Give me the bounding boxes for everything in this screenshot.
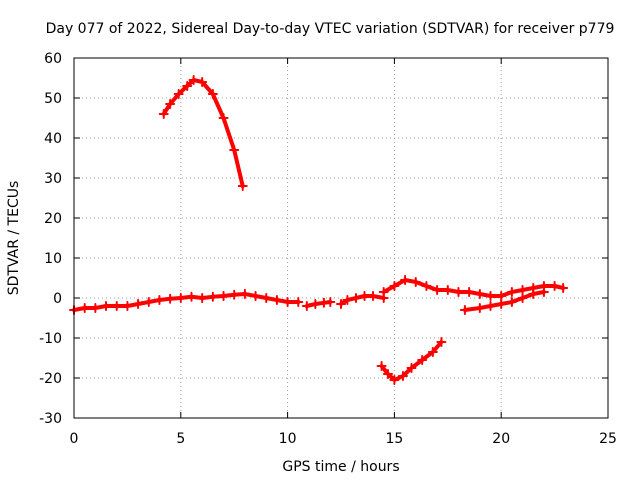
data-point (342, 295, 353, 305)
x-tick-label: 15 (385, 431, 403, 447)
y-tick-label: 20 (44, 211, 62, 227)
data-point (517, 293, 528, 303)
data-point (165, 293, 176, 304)
data-point (186, 291, 197, 302)
data-point (229, 289, 240, 300)
data-point (197, 293, 208, 303)
data-point (173, 89, 184, 99)
data-point (474, 289, 485, 299)
data-point (143, 297, 154, 307)
data-point (271, 295, 282, 305)
data-point (453, 287, 464, 297)
data-point (207, 89, 218, 99)
data-point (197, 77, 208, 87)
y-tick-label: -10 (39, 331, 62, 347)
data-point (250, 291, 261, 301)
data-point (237, 181, 248, 191)
data-point (496, 299, 507, 309)
data-point (158, 109, 169, 119)
x-tick-label: 0 (70, 431, 79, 447)
data-point (417, 355, 428, 365)
y-axis-label: SDTVAR / TECUs (6, 181, 22, 296)
plot-frame (73, 57, 609, 419)
data-point (325, 297, 336, 307)
data-point (421, 281, 432, 291)
data-point (382, 369, 393, 379)
y-tick-label: 60 (44, 51, 62, 67)
x-tick-label: 5 (176, 431, 185, 447)
data-point (496, 291, 507, 301)
data-point (229, 145, 240, 155)
x-tick-label: 10 (279, 431, 297, 447)
data-point (549, 281, 560, 291)
y-tick-label: -20 (39, 371, 62, 387)
data-point (336, 299, 346, 309)
series-arc-6 (161, 78, 245, 188)
x-axis-label: GPS time / hours (282, 459, 399, 475)
data-point (432, 285, 443, 295)
data-point (293, 297, 304, 307)
chart-title: Day 077 of 2022, Sidereal Day-to-day VTE… (46, 21, 615, 37)
data-point (101, 301, 112, 311)
y-tick-label: 40 (44, 131, 62, 147)
data-point (459, 305, 470, 315)
data-point (376, 361, 387, 371)
data-point (350, 293, 361, 303)
data-point (442, 285, 453, 295)
data-point (175, 293, 186, 303)
data-point (79, 303, 90, 313)
data-point (406, 363, 417, 373)
data-point (558, 283, 569, 293)
data-point (207, 291, 218, 302)
data-point (122, 301, 133, 311)
data-point (400, 275, 411, 285)
grid-lines (74, 58, 608, 418)
y-tick-label: 10 (44, 251, 62, 267)
data-point (378, 287, 389, 297)
data-point (359, 291, 370, 301)
data-point (310, 299, 321, 309)
data-point (506, 297, 517, 307)
data-point (368, 291, 379, 301)
data-point (464, 287, 475, 297)
data-point (301, 301, 312, 311)
data-point (111, 301, 122, 311)
data-point (218, 113, 229, 123)
y-tick-label: 0 (53, 291, 62, 307)
x-tick-label: 25 (599, 431, 617, 447)
data-point (282, 297, 293, 307)
y-tick-label: 30 (44, 171, 62, 187)
data-point (389, 281, 400, 291)
series-arc-1 (72, 292, 301, 312)
data-point (538, 287, 549, 297)
data-point (239, 289, 250, 299)
data-point (528, 289, 539, 299)
data-point (154, 295, 165, 305)
data-point (474, 303, 485, 313)
data-point (218, 291, 229, 301)
data-point (182, 81, 193, 91)
y-tick-label: 50 (44, 91, 62, 107)
data-point (90, 303, 101, 313)
data-series (69, 75, 569, 385)
data-point (517, 285, 528, 295)
x-tick-label: 20 (492, 431, 510, 447)
data-point (397, 371, 408, 381)
data-point (165, 99, 176, 109)
data-point (506, 287, 517, 297)
data-point (410, 277, 421, 287)
data-point (427, 347, 438, 357)
data-point (133, 299, 144, 309)
y-tick-label: -30 (39, 411, 62, 427)
data-point (188, 75, 199, 85)
data-point (261, 293, 272, 303)
data-point (436, 337, 447, 347)
data-point (485, 301, 496, 311)
data-point (389, 375, 400, 385)
data-point (485, 291, 496, 301)
axis-ticks: 0 5 10 15 20 25 -30 -20 -10 0 10 20 30 40 50 60 (39, 51, 617, 447)
